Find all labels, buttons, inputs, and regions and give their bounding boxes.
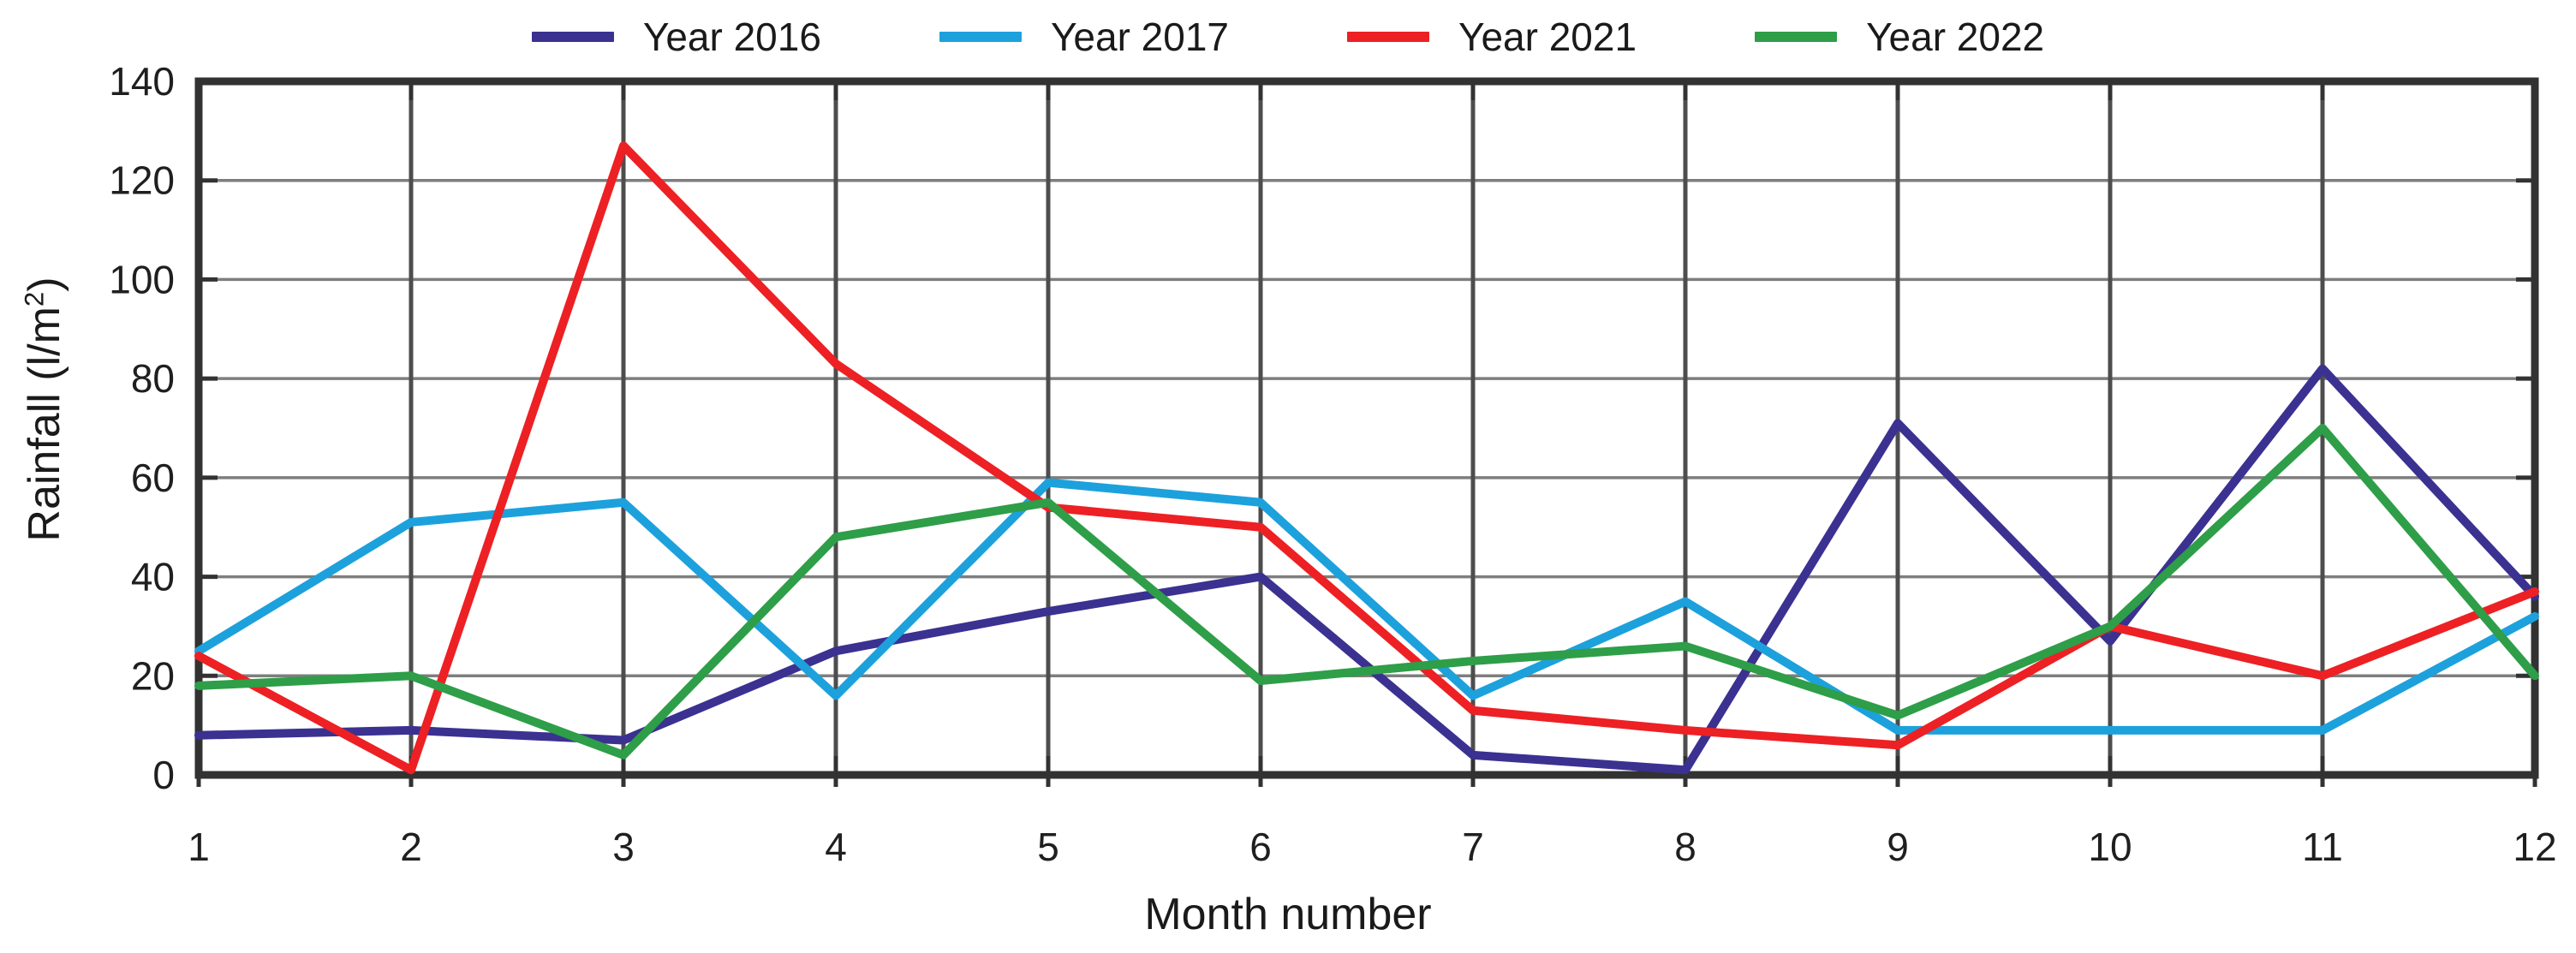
horizontal-gridlines <box>199 178 2535 678</box>
chart-legend: Year 2016 Year 2017 Year 2021 Year 2022 <box>0 7 2576 67</box>
y-axis-title: Rainfall (l/m2) <box>19 277 70 541</box>
y-axis-title-close: ) <box>20 277 69 292</box>
x-axis-title: Month number <box>1144 890 1432 939</box>
x-tick-label: 7 <box>1462 825 1484 869</box>
x-tick-label: 6 <box>1249 825 1272 869</box>
series-line-year-2016 <box>194 364 2539 775</box>
y-axis-title-superscript: 2 <box>19 291 50 307</box>
legend-item-year-2021: Year 2021 <box>1347 17 1637 57</box>
y-tick-label: 80 <box>131 356 175 401</box>
x-tick-label: 8 <box>1674 825 1696 869</box>
legend-item-year-2022: Year 2022 <box>1755 17 2044 57</box>
series-lines <box>194 141 2539 775</box>
y-tick-label: 60 <box>131 456 175 500</box>
y-tick-label: 140 <box>109 59 175 104</box>
y-tick-labels: 0 20 40 60 80 100 120 140 <box>109 59 175 797</box>
legend-label-year-2016: Year 2016 <box>642 15 821 59</box>
legend-swatch-year-2017 <box>939 32 1022 42</box>
x-tick-label: 10 <box>2088 825 2132 869</box>
y-axis-title-text: Rainfall (l/m <box>20 307 69 542</box>
legend-item-year-2017: Year 2017 <box>939 17 1229 57</box>
legend-label-year-2017: Year 2017 <box>1050 15 1229 59</box>
x-tick-label: 3 <box>612 825 635 869</box>
x-tick-label: 5 <box>1037 825 1059 869</box>
y-tick-label: 0 <box>152 753 175 797</box>
x-tick-label: 12 <box>2513 825 2556 869</box>
y-tick-label: 20 <box>131 653 175 698</box>
x-tick-labels: 1 2 3 4 5 6 7 8 9 10 11 12 <box>188 825 2556 869</box>
x-tick-label: 4 <box>825 825 847 869</box>
tick-marks <box>196 79 2537 787</box>
y-tick-label: 120 <box>109 158 175 203</box>
x-tick-label: 11 <box>2302 825 2343 869</box>
plot-border <box>194 77 2539 779</box>
legend-label-year-2022: Year 2022 <box>1866 15 2045 59</box>
legend-swatch-year-2016 <box>531 32 614 42</box>
x-tick-label: 9 <box>1887 825 1909 869</box>
x-tick-label: 2 <box>400 825 422 869</box>
y-tick-label: 100 <box>109 257 175 301</box>
legend-swatch-year-2021 <box>1347 32 1429 42</box>
x-tick-label: 1 <box>188 825 210 869</box>
series-line-year-2022 <box>194 424 2539 759</box>
legend-label-year-2021: Year 2021 <box>1458 15 1637 59</box>
y-tick-label: 40 <box>131 555 175 599</box>
series-line-year-2017 <box>194 478 2539 735</box>
legend-swatch-year-2022 <box>1755 32 1838 42</box>
legend-item-year-2016: Year 2016 <box>531 15 821 59</box>
series-line-year-2021 <box>194 141 2539 775</box>
